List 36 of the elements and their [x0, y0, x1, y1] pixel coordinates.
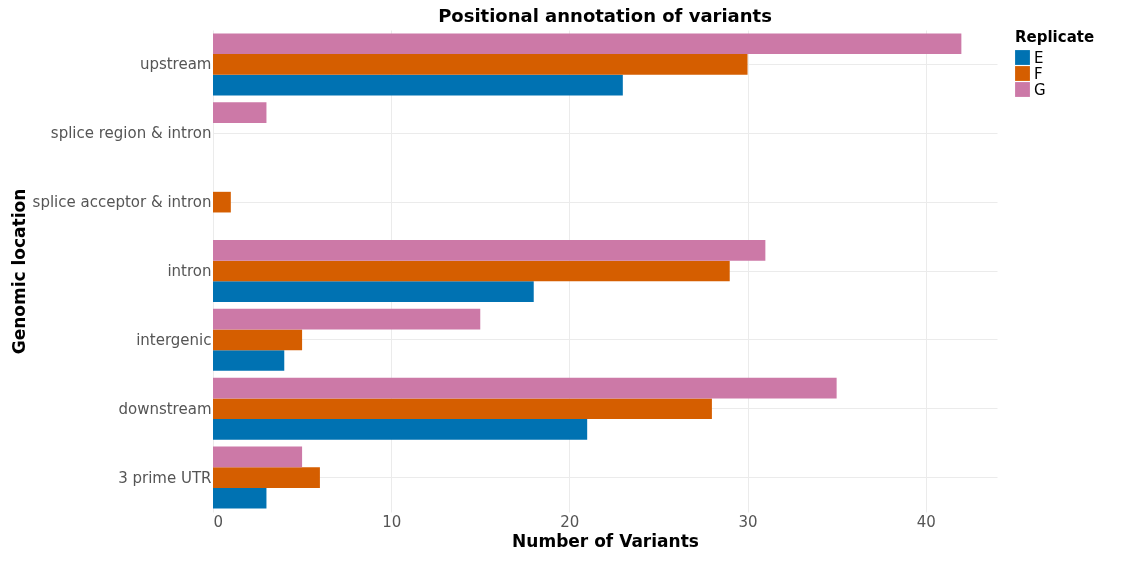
x-tick-label: 0	[213, 512, 224, 531]
x-tick-label: 40	[916, 512, 936, 531]
bar	[213, 467, 320, 488]
y-tick-label: intron	[167, 262, 212, 280]
bar	[213, 260, 730, 282]
bar	[213, 487, 267, 509]
x-axis-title: Number of Variants	[512, 530, 699, 551]
y-tick-label: downstream	[118, 399, 212, 418]
bar	[213, 74, 623, 96]
y-axis-title: Genomic location	[8, 188, 29, 355]
bar	[213, 54, 748, 75]
y-tick-label: 3 prime UTR	[118, 468, 212, 487]
bar	[213, 398, 712, 420]
bar	[213, 308, 481, 330]
bar	[213, 102, 267, 123]
legend-label: G	[1034, 80, 1046, 99]
bar	[213, 240, 766, 261]
chart-title: Positional annotation of variants	[438, 5, 772, 26]
y-tick-label: intergenic	[136, 330, 212, 349]
bar	[213, 446, 303, 468]
bar	[213, 281, 534, 302]
bar	[213, 329, 303, 351]
bar	[213, 419, 588, 440]
x-tick-label: 30	[738, 512, 758, 531]
bar	[213, 191, 231, 213]
bar	[213, 33, 962, 55]
x-tick-label: 20	[560, 512, 580, 531]
y-tick-label: splice region & intron	[50, 124, 212, 143]
bar	[213, 350, 285, 371]
legend-label: E	[1034, 48, 1044, 67]
x-tick-label: 10	[382, 512, 402, 531]
y-tick-label: splice acceptor & intron	[32, 193, 212, 212]
legend-title: Replicate	[1015, 28, 1095, 46]
y-tick-label: upstream	[139, 55, 212, 74]
legend-label: F	[1034, 64, 1043, 83]
bar	[213, 377, 837, 399]
